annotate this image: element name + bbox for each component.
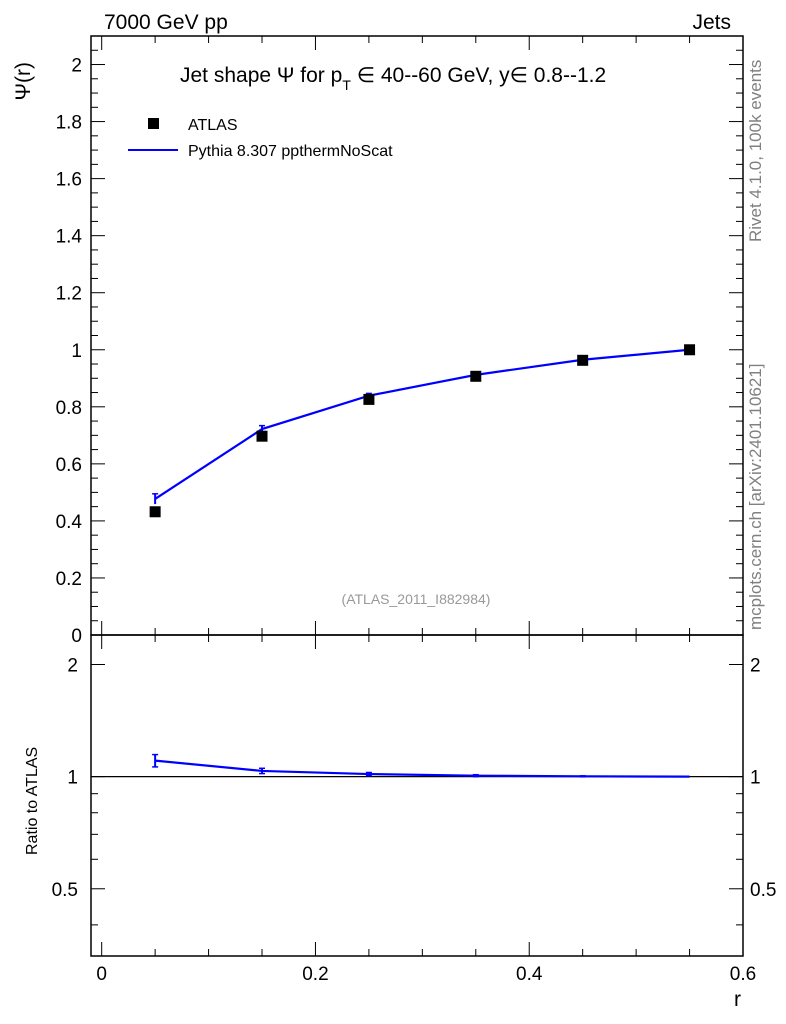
atlas-data-point xyxy=(256,430,268,442)
chart-title: Jet shape Ψ for pT ∈ 40--60 GeV, y∈ 0.8-… xyxy=(180,64,606,93)
atlas-data-point xyxy=(577,354,589,366)
ratio-y-axis-title: Ratio to ATLAS xyxy=(24,747,41,855)
main-y-tick-label: 0.4 xyxy=(56,512,83,533)
atlas-data-point xyxy=(149,506,161,518)
main-y-tick-label: 1 xyxy=(71,341,82,362)
ratio-y-tick-label-right: 2 xyxy=(750,655,761,676)
main-y-tick-label: 2 xyxy=(71,56,82,77)
analysis-id-label: (ATLAS_2011_I882984) xyxy=(342,591,491,607)
ratio-line xyxy=(155,759,690,778)
atlas-data-point xyxy=(363,393,375,405)
main-y-tick-label: 0 xyxy=(71,626,82,647)
x-tick-label: 0 xyxy=(96,964,107,985)
atlas-data-point xyxy=(470,370,482,382)
pythia-line xyxy=(154,348,690,500)
ratio-y-tick-label: 1 xyxy=(67,768,78,789)
main-y-axis-title: Ψ(r) xyxy=(12,62,35,101)
ratio-y-tick-label: 2 xyxy=(67,655,78,676)
ratio-y-tick-label-right: 0.5 xyxy=(750,880,776,901)
x-axis-title: r xyxy=(734,988,741,1011)
ratio-y-tick-label: 0.5 xyxy=(52,880,78,901)
main-y-tick-label: 0.2 xyxy=(56,569,82,590)
legend-pythia-label: Pythia 8.307 ppthermNoScat xyxy=(188,143,393,160)
main-y-tick-label: 1.4 xyxy=(56,227,83,248)
chart-marks xyxy=(91,344,743,778)
ratio-plot-frame xyxy=(90,634,744,957)
legend: ATLAS Pythia 8.307 ppthermNoScat xyxy=(128,117,393,160)
mcplots-label: mcplots.cern.ch [arXiv:2401.10621] xyxy=(746,364,765,630)
main-y-tick-label: 1.6 xyxy=(56,170,82,191)
main-y-tick-label: 0.6 xyxy=(56,455,82,476)
legend-atlas-label: ATLAS xyxy=(188,117,238,134)
legend-atlas-marker xyxy=(148,118,159,129)
rivet-version-label: Rivet 4.1.0, 100k events xyxy=(746,60,765,242)
x-tick-label: 0.2 xyxy=(302,964,328,985)
ratio-y-tick-label-right: 1 xyxy=(750,768,761,789)
header-left-label: 7000 GeV pp xyxy=(104,11,228,34)
main-y-tick-label: 1.2 xyxy=(56,284,82,305)
header-right-label: Jets xyxy=(692,11,731,34)
main-y-tick-label: 0.8 xyxy=(56,398,82,419)
x-tick-label: 0.6 xyxy=(730,964,756,985)
main-y-tick-label: 1.8 xyxy=(56,113,82,134)
atlas-data-point xyxy=(684,344,696,356)
x-tick-label: 0.4 xyxy=(516,964,543,985)
axis-ticks: 0 0.2 0.4 0.6 0.8 1 1.2 1.4 1.6 1.8 2 0 0.2 0.4 0.6 0.5… xyxy=(52,35,776,985)
